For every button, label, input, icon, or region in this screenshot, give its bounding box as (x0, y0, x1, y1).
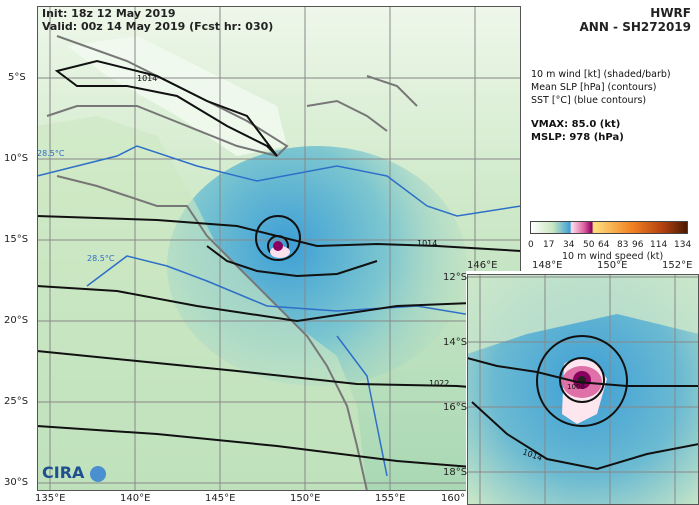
lon-label: 140°E (120, 493, 151, 504)
map-frame (37, 6, 521, 491)
colorbar (530, 221, 688, 234)
inset-lon-label: 152°E (662, 260, 693, 271)
colorbar-tick: 96 (632, 240, 644, 250)
australia-land (37, 116, 367, 491)
vmax-value: VMAX: 85.0 (kt) (531, 119, 621, 130)
colorbar-tick: 64 (598, 240, 610, 250)
colorbar-label: 10 m wind speed (kt) (562, 251, 664, 262)
legend-sst: SST [°C] (blue contours) (531, 95, 647, 106)
colorbar-tick: 0 (528, 240, 534, 250)
lat-label: 10°S (4, 153, 29, 164)
colorbar-tick: 17 (543, 240, 555, 250)
valid-time: Valid: 00z 14 May 2019 (Fcst hr: 030) (42, 20, 274, 33)
model-name: HWRF (650, 6, 691, 20)
inset-lat-label: 16°S (443, 402, 468, 413)
contour-label: 1022 (429, 379, 449, 388)
cira-logo: CIRA (42, 463, 106, 482)
legend-slp: Mean SLP [hPa] (contours) (531, 82, 657, 93)
contour-label: 1014 (417, 239, 437, 248)
colorbar-tick: 114 (650, 240, 668, 250)
lat-label: 30°S (4, 477, 29, 488)
legend-wind: 10 m wind [kt] (shaded/barb) (531, 69, 671, 80)
colorbar-tick: 83 (617, 240, 629, 250)
contour-label: 1014 (137, 74, 157, 83)
inset-lat-label: 12°S (443, 272, 468, 283)
lon-label: 135°E (35, 493, 66, 504)
inset-map[interactable]: 1014 1006 (467, 274, 699, 505)
inset-lat-label: 14°S (443, 337, 468, 348)
main-map[interactable]: 1014 1014 1022 28.5°C 28.5°C (37, 6, 521, 491)
lat-label: 15°S (4, 234, 29, 245)
sst-contours (37, 145, 521, 477)
inset-lat-label: 18°S (443, 467, 468, 478)
globe-icon (89, 465, 106, 482)
contour-label: 1006 (567, 383, 585, 391)
lon-label: 155°E (375, 493, 406, 504)
sst-label: 28.5°C (37, 149, 65, 158)
colorbar-tick: 134 (674, 240, 692, 250)
inset-lon-label: 150°E (597, 260, 628, 271)
colorbar-tick: 50 (583, 240, 595, 250)
colorbar-tick: 34 (563, 240, 575, 250)
sst-label: 28.5°C (87, 254, 115, 263)
inset-lon-label: 146°E (467, 260, 498, 271)
mslp-value: MSLP: 978 (hPa) (531, 132, 624, 143)
lat-label: 5°S (8, 72, 26, 83)
lon-label: 160°E (441, 493, 472, 504)
init-time: Init: 18z 12 May 2019 (42, 7, 176, 20)
lat-label: 25°S (4, 396, 29, 407)
lat-label: 20°S (4, 315, 29, 326)
lon-label: 145°E (205, 493, 236, 504)
lon-label: 150°E (290, 493, 321, 504)
inset-lon-label: 148°E (532, 260, 563, 271)
storm-id: ANN - SH272019 (579, 20, 692, 34)
slp-contours (37, 59, 521, 472)
cira-logo-text: CIRA (42, 463, 85, 482)
inset-slp-contours (467, 335, 699, 471)
